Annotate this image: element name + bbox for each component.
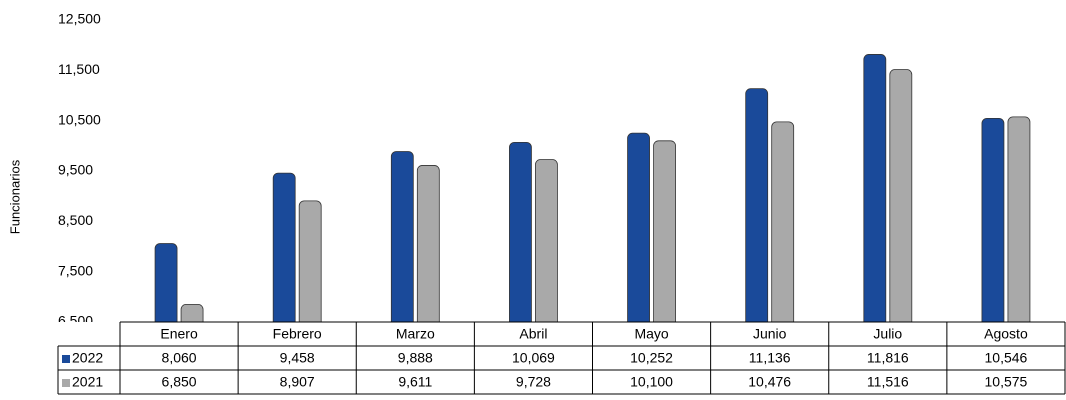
table-value: 10,546 bbox=[985, 350, 1028, 366]
table-value: 10,252 bbox=[630, 350, 673, 366]
bar bbox=[863, 54, 887, 329]
bar bbox=[771, 121, 795, 329]
bar bbox=[416, 165, 440, 329]
legend-swatch bbox=[62, 379, 70, 387]
table-value: 9,888 bbox=[398, 350, 433, 366]
x-tick-label: Enero bbox=[160, 326, 198, 342]
bar bbox=[390, 151, 414, 329]
x-tick-label: Junio bbox=[753, 326, 787, 342]
table-value: 9,728 bbox=[516, 374, 551, 390]
bar bbox=[272, 172, 296, 329]
y-tick-label: 12,500 bbox=[58, 11, 101, 27]
bar bbox=[154, 243, 178, 329]
legend-label: 2021 bbox=[72, 374, 103, 390]
bar bbox=[653, 140, 676, 329]
table-value: 6,850 bbox=[162, 374, 197, 390]
y-tick-label: 7,500 bbox=[58, 262, 93, 278]
bar bbox=[981, 117, 1005, 329]
y-axis-label: Funcionarios bbox=[7, 159, 22, 234]
table-background bbox=[58, 322, 1065, 394]
bar bbox=[1007, 116, 1031, 329]
table-value: 10,069 bbox=[512, 350, 555, 366]
table-value: 10,476 bbox=[748, 374, 791, 390]
table-value: 9,458 bbox=[280, 350, 315, 366]
legend-label: 2022 bbox=[72, 350, 103, 366]
y-tick-label: 11,500 bbox=[58, 61, 100, 77]
y-tick-label: 8,500 bbox=[58, 212, 93, 228]
y-tick-label: 10,500 bbox=[58, 111, 101, 127]
x-tick-label: Marzo bbox=[396, 326, 435, 342]
table-value: 11,816 bbox=[867, 350, 909, 366]
x-tick-label: Abril bbox=[519, 326, 547, 342]
table-value: 8,907 bbox=[280, 374, 315, 390]
bar bbox=[627, 132, 650, 329]
table-value: 11,516 bbox=[867, 374, 909, 390]
x-tick-label: Febrero bbox=[273, 326, 322, 342]
bar bbox=[298, 200, 322, 329]
x-tick-label: Mayo bbox=[634, 326, 668, 342]
bar bbox=[509, 141, 532, 329]
bar bbox=[535, 159, 558, 329]
x-tick-label: Agosto bbox=[984, 326, 1028, 342]
bar bbox=[889, 69, 913, 329]
table-value: 10,575 bbox=[985, 374, 1028, 390]
bar bbox=[745, 88, 769, 329]
table-value: 8,060 bbox=[162, 350, 197, 366]
table-value: 11,136 bbox=[749, 350, 791, 366]
y-tick-label: 9,500 bbox=[58, 162, 93, 178]
table-value: 9,611 bbox=[398, 374, 432, 390]
x-tick-label: Julio bbox=[873, 326, 902, 342]
table-value: 10,100 bbox=[630, 374, 673, 390]
legend-swatch bbox=[62, 355, 70, 363]
